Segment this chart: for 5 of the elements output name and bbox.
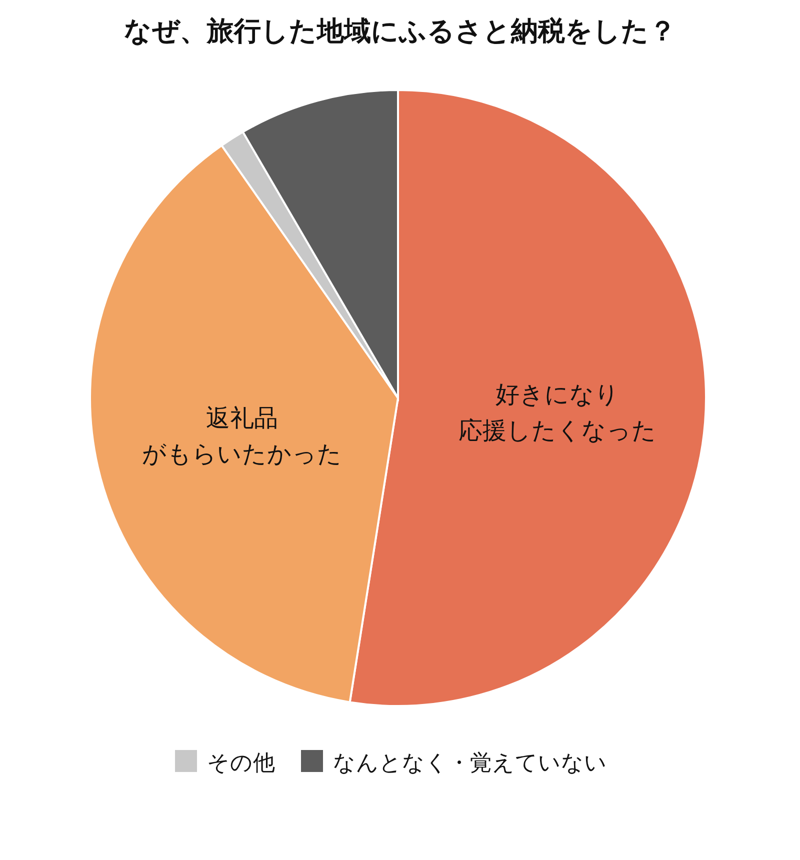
slice-label: 返礼品がもらいたかった [142, 404, 342, 468]
legend-label: なんとなく・覚えていない [333, 751, 607, 776]
legend-label: その他 [207, 751, 275, 776]
slice-label: 好きになり応援したくなった [458, 380, 657, 445]
chart-title: なぜ、旅行した地域にふるさと納税をした？ [124, 16, 676, 47]
